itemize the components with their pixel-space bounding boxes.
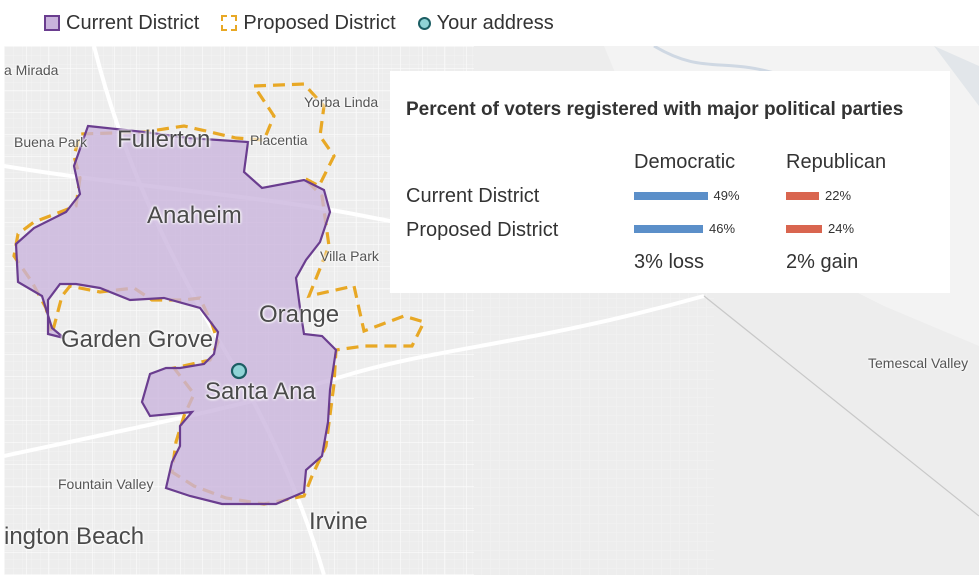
- panel-title: Percent of voters registered with major …: [406, 99, 904, 120]
- proposed-dem-value: 46%: [709, 221, 736, 236]
- city-anaheim: Anaheim: [147, 202, 242, 229]
- city-buena-park: Buena Park: [14, 134, 88, 150]
- democratic-header: Democratic: [634, 151, 736, 173]
- city-garden-grove: Garden Grove: [61, 326, 214, 353]
- current-district-area[interactable]: [14, 124, 338, 506]
- county-line: [703, 295, 979, 517]
- city-fullerton: Fullerton: [117, 126, 211, 153]
- city-irvine: Irvine: [309, 508, 368, 535]
- legend-address-label: Your address: [436, 11, 554, 34]
- highway-405: [4, 294, 705, 458]
- current-district-label: Current District: [406, 185, 540, 207]
- current-rep-bar: [786, 192, 819, 200]
- city-yorba-linda: Yorba Linda: [304, 94, 379, 110]
- city-huntington-beach: ington Beach: [4, 523, 145, 550]
- proposed-rep-bar: [786, 225, 822, 233]
- party-registration-panel: Percent of voters registered with major …: [390, 71, 950, 293]
- city-villa-park: Villa Park: [320, 248, 379, 264]
- city-santa-ana: Santa Ana: [205, 378, 316, 405]
- proposed-district-label: Proposed District: [406, 219, 559, 241]
- current-rep-value: 22%: [825, 188, 852, 203]
- current-district-swatch: [44, 15, 60, 31]
- map-legend: Current District Proposed District Your …: [0, 0, 979, 46]
- lake: [934, 46, 979, 106]
- current-dem-value: 49%: [713, 188, 740, 203]
- republican-header: Republican: [786, 151, 887, 173]
- legend-current: Current District: [44, 12, 199, 35]
- proposed-district-swatch: [221, 15, 238, 31]
- legend-proposed: Proposed District: [221, 11, 396, 35]
- reservoir: [653, 46, 785, 78]
- address-marker-swatch: [417, 16, 431, 30]
- legend-proposed-label: Proposed District: [243, 11, 396, 34]
- democratic-change: 3% loss: [634, 251, 705, 273]
- republican-change: 2% gain: [786, 251, 859, 273]
- city-orange: Orange: [259, 301, 340, 328]
- current-dem-bar: [634, 192, 708, 200]
- city-la-mirada: a Mirada: [4, 62, 59, 78]
- street-grid-east: [474, 286, 714, 575]
- city-fountain-valley: Fountain Valley: [58, 476, 154, 492]
- proposed-dem-bar: [634, 225, 703, 233]
- legend-address: Your address: [417, 11, 554, 35]
- your-address-marker[interactable]: [230, 362, 248, 380]
- city-placentia: Placentia: [250, 132, 308, 148]
- city-temescal-valley: Temescal Valley: [868, 355, 969, 371]
- legend-current-label: Current District: [66, 11, 200, 34]
- proposed-rep-value: 24%: [828, 221, 855, 236]
